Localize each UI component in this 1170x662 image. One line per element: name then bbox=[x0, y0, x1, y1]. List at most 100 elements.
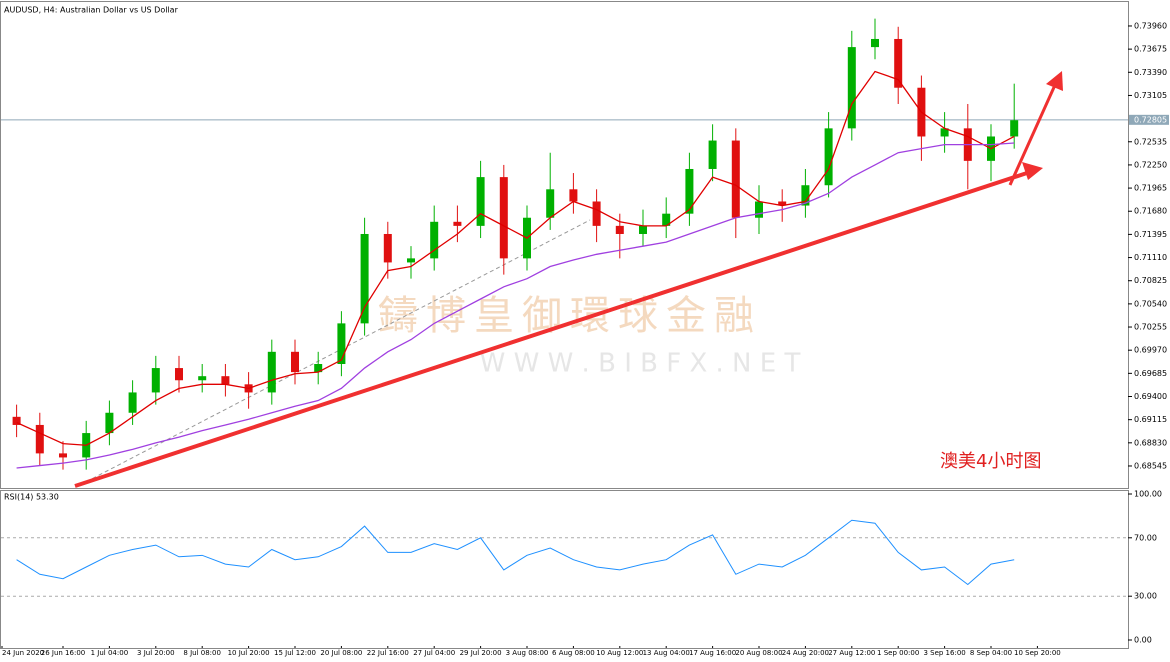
x-tick-label: 1 Jul 04:00 bbox=[91, 649, 129, 657]
watermark-url: W W W . B I B F X . N E T bbox=[480, 349, 801, 379]
candle-body bbox=[639, 225, 647, 234]
x-tick-label: 6 Aug 08:00 bbox=[552, 649, 595, 657]
x-tick-label: 3 Jul 20:00 bbox=[137, 649, 175, 657]
candle-body bbox=[755, 201, 763, 218]
x-tick-label: 29 Jul 20:00 bbox=[460, 649, 502, 657]
x-tick-label: 27 Jul 04:00 bbox=[413, 649, 455, 657]
candle-body bbox=[198, 376, 207, 381]
x-tick-label: 3 Sep 16:00 bbox=[923, 649, 965, 657]
x-tick-label: 26 Jun 16:00 bbox=[41, 649, 85, 657]
y-tick-label: 0.69685 bbox=[1134, 369, 1167, 378]
y-tick-label: 0.73675 bbox=[1134, 45, 1167, 54]
candle-body bbox=[314, 364, 323, 373]
arrow-head bbox=[1022, 162, 1043, 180]
candle-body bbox=[59, 453, 67, 458]
x-tick-label: 3 Aug 08:00 bbox=[506, 649, 549, 657]
candle-body bbox=[685, 168, 694, 214]
x-tick-label: 27 Aug 12:00 bbox=[828, 649, 875, 657]
y-tick-label: 0.00 bbox=[1134, 636, 1152, 645]
candle-body bbox=[407, 258, 415, 263]
candle-body bbox=[731, 140, 740, 218]
candle-body bbox=[847, 47, 856, 129]
candle-body bbox=[801, 185, 810, 206]
y-tick-label: 30.00 bbox=[1134, 592, 1157, 601]
rsi-title: RSI(14) 53.30 bbox=[4, 493, 59, 502]
y-tick-label: 0.69400 bbox=[1134, 392, 1167, 401]
candle-body bbox=[267, 351, 276, 393]
x-tick-label: 10 Sep 20:00 bbox=[1014, 649, 1061, 657]
candle-body bbox=[662, 213, 671, 226]
arrow-head bbox=[1046, 71, 1063, 91]
x-tick-label: 20 Jul 08:00 bbox=[320, 649, 362, 657]
y-tick-label: 0.70540 bbox=[1134, 299, 1167, 308]
y-tick-label: 0.73960 bbox=[1134, 21, 1167, 30]
rsi-panel bbox=[0, 490, 1129, 649]
candle-body bbox=[499, 177, 508, 259]
y-tick-label: 0.70255 bbox=[1134, 323, 1167, 332]
y-tick-label: 0.69970 bbox=[1134, 346, 1167, 355]
x-tick-label: 8 Jul 08:00 bbox=[183, 649, 221, 657]
chart-title: AUDUSD, H4: Australian Dollar vs US Doll… bbox=[4, 6, 179, 15]
x-tick-label: 15 Jul 12:00 bbox=[274, 649, 316, 657]
candle-body bbox=[221, 376, 230, 385]
up-arrow bbox=[1008, 84, 1057, 186]
x-tick-label: 10 Aug 12:00 bbox=[596, 649, 643, 657]
candle-body bbox=[476, 177, 485, 226]
candle-body bbox=[12, 416, 21, 425]
x-tick-label: 8 Sep 04:00 bbox=[970, 649, 1012, 657]
y-tick-label: 0.73105 bbox=[1134, 91, 1167, 100]
candle-body bbox=[291, 351, 299, 373]
channel-line bbox=[79, 219, 591, 486]
moving-average bbox=[16, 70, 1015, 446]
watermark: 鑄博皇御環球金融 bbox=[378, 293, 762, 339]
y-tick-label: 0.70825 bbox=[1134, 276, 1167, 285]
x-tick-label: 10 Jul 20:00 bbox=[228, 649, 270, 657]
moving-average bbox=[16, 142, 1015, 469]
y-tick-label: 0.71680 bbox=[1134, 207, 1167, 216]
candle-body bbox=[151, 368, 160, 393]
x-tick-label: 24 Jun 2020 bbox=[2, 649, 44, 657]
candle-body bbox=[337, 323, 346, 365]
x-tick-label: 17 Aug 16:00 bbox=[689, 649, 736, 657]
x-tick-label: 22 Jul 16:00 bbox=[367, 649, 409, 657]
candle-body bbox=[778, 201, 787, 206]
candle-body bbox=[871, 38, 879, 48]
candle-body bbox=[824, 128, 833, 186]
x-tick-label: 24 Aug 20:00 bbox=[782, 649, 829, 657]
candle-body bbox=[453, 221, 462, 226]
candle-body bbox=[546, 189, 555, 218]
x-tick-label: 20 Aug 08:00 bbox=[735, 649, 782, 657]
x-tick-label: 13 Aug 04:00 bbox=[643, 649, 690, 657]
candle-body bbox=[175, 368, 183, 381]
bid-box bbox=[1129, 114, 1169, 125]
candle-body bbox=[35, 424, 44, 454]
bid-label: 0.72805 bbox=[1134, 115, 1167, 124]
y-tick-label: 100.00 bbox=[1134, 490, 1162, 499]
annotation: 澳美4小时图 bbox=[940, 451, 1041, 472]
y-tick-label: 0.73390 bbox=[1134, 68, 1167, 77]
candle-body bbox=[383, 233, 392, 263]
plot bbox=[1, 18, 1128, 597]
candle-body bbox=[708, 140, 717, 169]
candle-body bbox=[569, 189, 578, 202]
y-tick-label: 0.68545 bbox=[1134, 461, 1167, 470]
y-tick-label: 0.72535 bbox=[1134, 137, 1167, 146]
y-tick-label: 0.71110 bbox=[1134, 253, 1167, 262]
candle-body bbox=[940, 128, 949, 137]
trend-line bbox=[74, 170, 1031, 488]
x-tick-label: 1 Sep 00:00 bbox=[877, 649, 919, 657]
candle-body bbox=[615, 225, 624, 234]
y-tick-label: 0.72250 bbox=[1134, 160, 1167, 169]
candle-body bbox=[894, 38, 903, 88]
candle-body bbox=[128, 392, 137, 413]
candle-body bbox=[430, 221, 439, 259]
y-tick-label: 70.00 bbox=[1134, 533, 1157, 542]
price-panel bbox=[0, 1, 1129, 489]
y-tick-label: 0.71965 bbox=[1134, 184, 1167, 193]
rsi-line bbox=[16, 519, 1015, 586]
candle-body bbox=[592, 201, 601, 226]
candle-body bbox=[105, 412, 114, 434]
candle-body bbox=[360, 233, 369, 324]
y-tick-label: 0.71395 bbox=[1134, 230, 1167, 239]
